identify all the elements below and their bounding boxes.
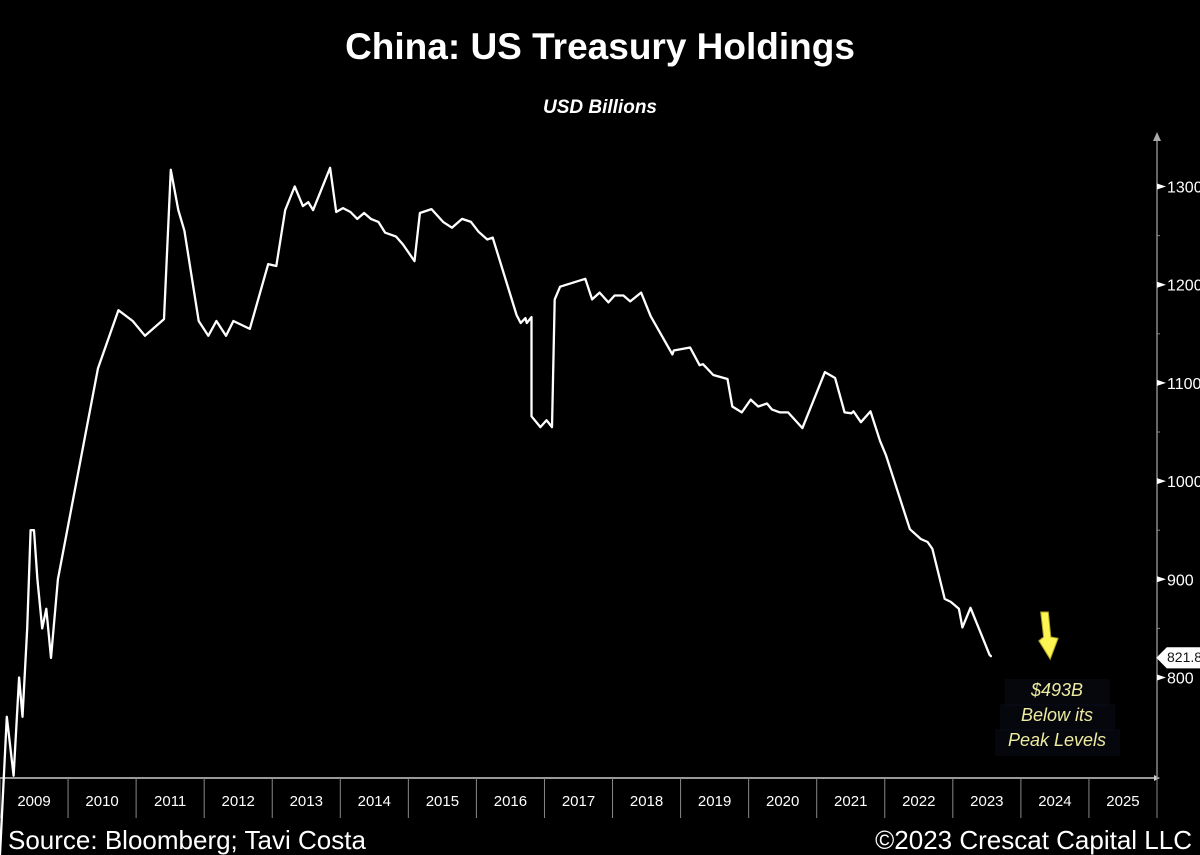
svg-text:2011: 2011 [154,793,186,810]
svg-text:1200: 1200 [1167,278,1200,295]
svg-text:2018: 2018 [630,793,663,810]
svg-text:2014: 2014 [358,793,391,810]
svg-text:2009: 2009 [17,793,50,810]
svg-text:2012: 2012 [222,793,255,810]
svg-text:2021: 2021 [834,793,867,810]
svg-text:800: 800 [1167,671,1194,688]
svg-text:1000: 1000 [1167,474,1200,491]
svg-text:$493B: $493B [1030,680,1083,700]
svg-text:2013: 2013 [290,793,323,810]
svg-text:2016: 2016 [494,793,527,810]
svg-text:2023: 2023 [970,793,1003,810]
svg-text:821.8: 821.8 [1167,649,1200,665]
svg-text:2015: 2015 [426,793,459,810]
svg-text:2022: 2022 [902,793,935,810]
svg-text:2017: 2017 [562,793,595,810]
svg-text:2020: 2020 [766,793,799,810]
svg-text:2019: 2019 [698,793,731,810]
svg-text:1300: 1300 [1167,180,1200,197]
svg-text:Peak Levels: Peak Levels [1008,730,1106,750]
svg-text:900: 900 [1167,572,1194,589]
svg-text:1100: 1100 [1167,376,1200,393]
svg-text:2010: 2010 [85,793,118,810]
svg-text:2025: 2025 [1106,793,1139,810]
svg-text:Below its: Below its [1021,705,1093,725]
svg-text:2024: 2024 [1038,793,1071,810]
